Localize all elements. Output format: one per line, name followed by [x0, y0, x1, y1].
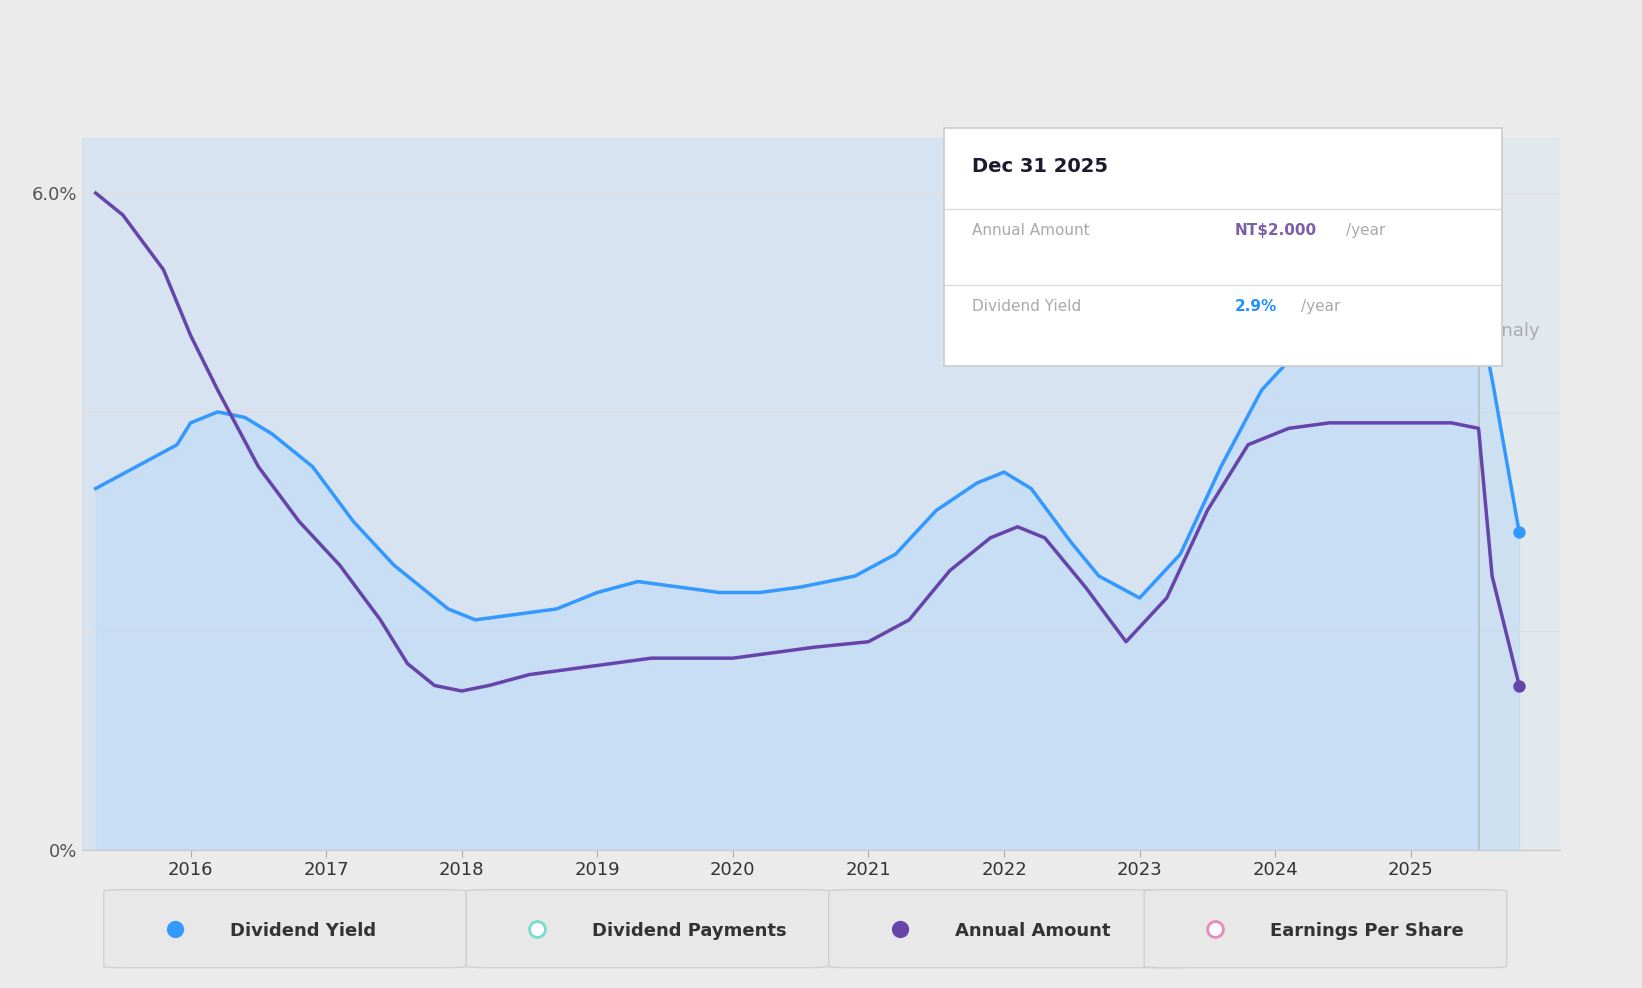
- Text: Past: Past: [1430, 322, 1468, 340]
- Text: Annual Amount: Annual Amount: [972, 223, 1090, 238]
- Bar: [82, 138, 1478, 850]
- Point: [1202, 921, 1228, 937]
- FancyBboxPatch shape: [466, 889, 829, 968]
- Text: /year: /year: [1302, 299, 1342, 314]
- FancyBboxPatch shape: [103, 889, 466, 968]
- Text: NT$2.000: NT$2.000: [1235, 223, 1317, 238]
- Text: Earnings Per Share: Earnings Per Share: [1271, 922, 1465, 940]
- Text: /year: /year: [1346, 223, 1386, 238]
- Point: [1506, 678, 1532, 694]
- Bar: [1478, 138, 1560, 850]
- Point: [161, 921, 187, 937]
- Point: [887, 921, 913, 937]
- Text: Dec 31 2025: Dec 31 2025: [972, 157, 1108, 176]
- Point: [524, 921, 550, 937]
- Text: 2.9%: 2.9%: [1235, 299, 1277, 314]
- Text: Dividend Payments: Dividend Payments: [593, 922, 787, 940]
- Text: Annual Amount: Annual Amount: [956, 922, 1110, 940]
- Text: Dividend Yield: Dividend Yield: [230, 922, 376, 940]
- Point: [1506, 525, 1532, 540]
- FancyBboxPatch shape: [1144, 889, 1507, 968]
- Text: Analy: Analy: [1489, 322, 1540, 340]
- FancyBboxPatch shape: [829, 889, 1192, 968]
- Text: Dividend Yield: Dividend Yield: [972, 299, 1082, 314]
